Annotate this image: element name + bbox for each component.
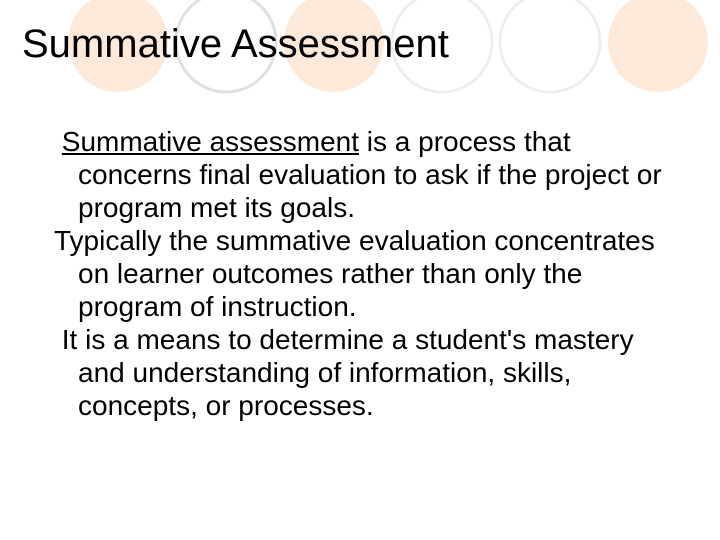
slide-title: Summative Assessment	[22, 22, 449, 67]
slide-body: Summative assessment is a process that c…	[30, 125, 670, 422]
paragraph-2: Typically the summative evaluation conce…	[30, 224, 670, 323]
paragraph-1: Summative assessment is a process that c…	[30, 125, 670, 224]
slide: Summative Assessment Summative assessmen…	[0, 0, 720, 540]
paragraph-3: It is a means to determine a student's m…	[30, 323, 670, 422]
paragraph-3-text: It is a means to determine a student's m…	[62, 324, 634, 421]
lead-term: Summative assessment	[62, 126, 359, 157]
